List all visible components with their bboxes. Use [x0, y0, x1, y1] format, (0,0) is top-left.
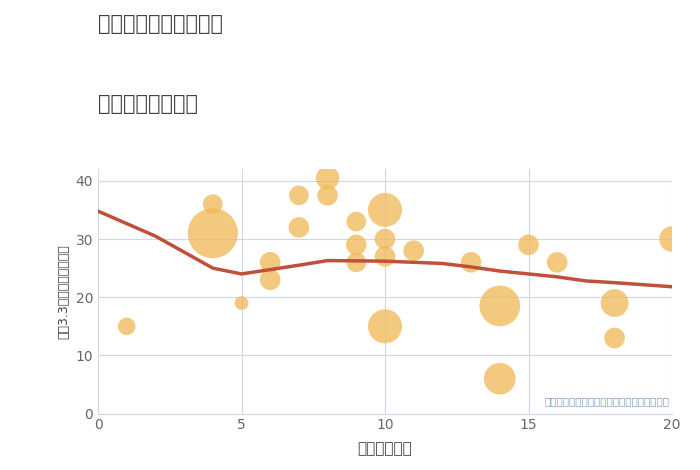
Point	[523, 241, 534, 249]
Point	[265, 276, 276, 283]
Point	[379, 253, 391, 260]
Point	[351, 218, 362, 225]
Point	[494, 302, 505, 310]
Text: 愛知県碧南市権田町の: 愛知県碧南市権田町の	[98, 14, 223, 34]
Point	[293, 224, 304, 231]
Point	[408, 247, 419, 254]
Point	[379, 322, 391, 330]
Point	[265, 258, 276, 266]
Point	[552, 258, 563, 266]
Point	[379, 235, 391, 243]
Point	[293, 192, 304, 199]
Y-axis label: 坪（3.3㎡）単価（万円）: 坪（3.3㎡）単価（万円）	[57, 244, 70, 339]
Point	[351, 241, 362, 249]
Point	[322, 192, 333, 199]
Point	[609, 334, 620, 342]
Point	[494, 375, 505, 383]
Point	[351, 258, 362, 266]
X-axis label: 駅距離（分）: 駅距離（分）	[358, 441, 412, 456]
Point	[322, 174, 333, 182]
Point	[207, 229, 218, 237]
Point	[466, 258, 477, 266]
Text: 駅距離別土地価格: 駅距離別土地価格	[98, 94, 198, 114]
Point	[379, 206, 391, 214]
Point	[121, 322, 132, 330]
Text: 円の大きさは、取引のあった物件面積を示す: 円の大きさは、取引のあった物件面積を示す	[544, 397, 669, 407]
Point	[207, 200, 218, 208]
Point	[236, 299, 247, 307]
Point	[666, 235, 678, 243]
Point	[609, 299, 620, 307]
